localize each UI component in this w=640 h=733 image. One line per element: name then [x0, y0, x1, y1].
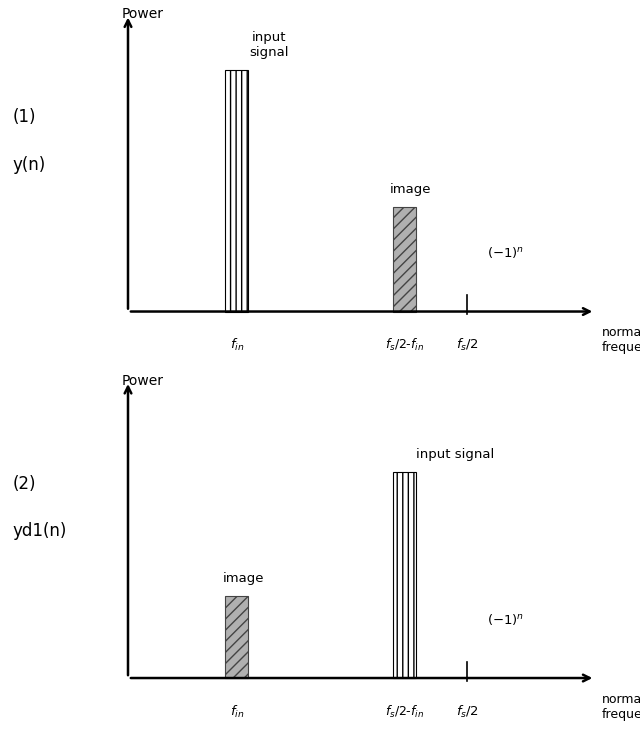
- Text: Power: Power: [122, 374, 164, 388]
- Text: $f_{in}$: $f_{in}$: [230, 704, 244, 720]
- Text: $(-1)^n$: $(-1)^n$: [486, 246, 524, 260]
- Text: Power: Power: [122, 7, 164, 21]
- Text: $f_s/2$-$f_{in}$: $f_s/2$-$f_{in}$: [385, 704, 424, 720]
- Text: normalized
frequency: normalized frequency: [602, 693, 640, 721]
- Bar: [225, 595, 248, 678]
- Text: $(-1)^n$: $(-1)^n$: [486, 612, 524, 627]
- Text: $f_s/2$-$f_{in}$: $f_s/2$-$f_{in}$: [385, 337, 424, 353]
- Text: (1): (1): [13, 108, 36, 126]
- Bar: [393, 207, 416, 312]
- Text: $f_s/2$: $f_s/2$: [456, 337, 479, 353]
- Bar: [393, 472, 416, 678]
- Text: image: image: [223, 572, 264, 585]
- Text: $f_s/2$: $f_s/2$: [456, 704, 479, 720]
- Text: y(n): y(n): [13, 156, 46, 174]
- Text: $f_{in}$: $f_{in}$: [230, 337, 244, 353]
- Text: yd1(n): yd1(n): [13, 523, 67, 540]
- Text: input
signal: input signal: [249, 31, 289, 59]
- Text: (2): (2): [13, 475, 36, 493]
- Text: normalized
frequency: normalized frequency: [602, 326, 640, 354]
- Bar: [225, 70, 248, 312]
- Text: image: image: [390, 183, 431, 196]
- Text: input signal: input signal: [417, 448, 495, 461]
